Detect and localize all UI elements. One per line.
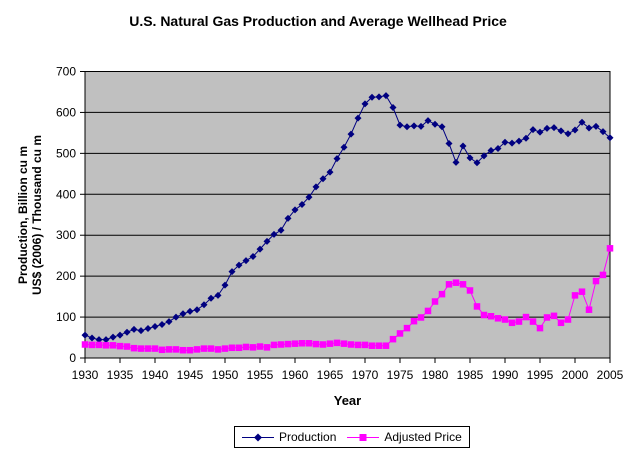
y-tick-label: 600 [56, 105, 76, 119]
y-tick-label: 400 [56, 187, 76, 201]
chart-title: U.S. Natural Gas Production and Average … [129, 13, 507, 29]
x-tick-label: 1995 [527, 368, 554, 382]
x-tick-label: 1955 [247, 368, 274, 382]
x-tick-label: 1980 [422, 368, 449, 382]
x-tick-label: 1965 [317, 368, 344, 382]
x-tick-label: 1930 [72, 368, 99, 382]
y-tick-label: 100 [56, 310, 76, 324]
y-axis-title-line2: US$ (2006) / Thousand cu m [30, 134, 44, 296]
x-tick-label: 1960 [282, 368, 309, 382]
y-axis-title: Production, Billion cu m US$ (2006) / Th… [16, 105, 44, 325]
plot-area [85, 71, 610, 358]
legend-label-adjusted-price: Adjusted Price [384, 430, 462, 444]
x-tick-label: 1945 [177, 368, 204, 382]
y-tick-label: 500 [56, 146, 76, 160]
plot-border [84, 71, 611, 359]
adjusted-price-marker-icon [347, 433, 380, 441]
legend: Production Adjusted Price [234, 426, 470, 448]
x-tick-label: 1990 [492, 368, 519, 382]
adjusted-price-series [81, 245, 614, 354]
legend-item-adjusted-price: Adjusted Price [347, 430, 462, 444]
y-tick-label: 300 [56, 228, 76, 242]
x-tick-label: 1975 [387, 368, 414, 382]
x-tick-label: 1985 [457, 368, 484, 382]
x-axis-title: Year [333, 393, 362, 408]
legend-item-production: Production [242, 430, 336, 444]
y-axis-title-line1: Production, Billion cu m [16, 146, 30, 284]
y-tick-label: 700 [56, 65, 76, 79]
x-tick-label: 1970 [352, 368, 379, 382]
x-tick-label: 1935 [107, 368, 134, 382]
production-series [81, 92, 614, 344]
y-tick-label: 0 [69, 351, 76, 365]
production-marker-icon [242, 433, 274, 441]
legend-label-production: Production [279, 430, 337, 444]
y-tick-label: 200 [56, 269, 76, 283]
axes: 0 100 200 300 400 500 600 700 1930 1935 1940 1945 19… [56, 65, 624, 383]
x-tick-label: 1950 [212, 368, 239, 382]
x-tick-label: 2000 [562, 368, 589, 382]
x-tick-label: 2005 [597, 368, 624, 382]
x-tick-label: 1940 [142, 368, 169, 382]
